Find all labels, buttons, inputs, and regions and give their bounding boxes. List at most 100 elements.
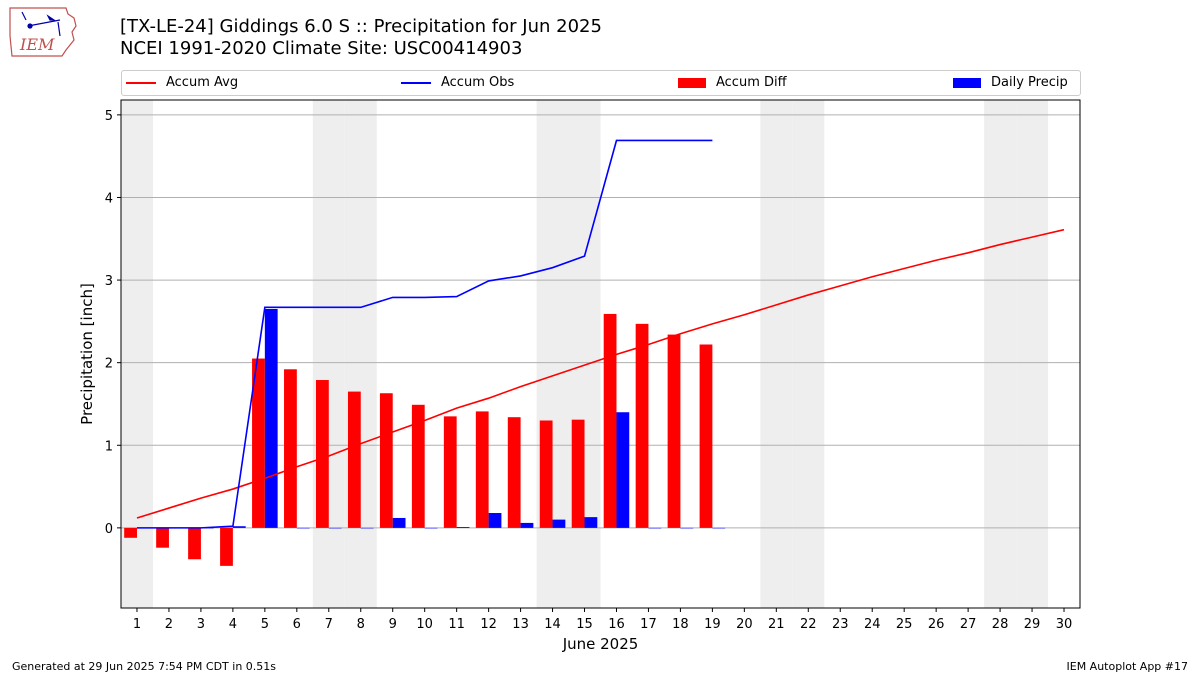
accum-diff-bar-day-8 bbox=[347, 391, 361, 528]
chart-subtitle: NCEI 1991-2020 Climate Site: USC00414903 bbox=[120, 38, 523, 59]
bars bbox=[124, 308, 726, 566]
x-axis-ticks: 1 2 3 4 5 6 7 8 9 10 11 12 13 14 15 16 17 18 19 20 21 22 23 24 2… bbox=[133, 608, 1072, 632]
daily-precip-bar-day-16 bbox=[616, 412, 630, 528]
daily-precip-bar-day-8 bbox=[360, 527, 374, 529]
x-tick-label-24: 24 bbox=[864, 617, 881, 632]
daily-precip-bar-day-15 bbox=[584, 517, 598, 528]
weekend-shade-day-21 bbox=[760, 100, 793, 608]
x-tick-label-26: 26 bbox=[928, 617, 945, 632]
accum-diff-bar-day-15 bbox=[571, 419, 585, 528]
accum-diff-bar-day-14 bbox=[539, 420, 553, 528]
accum-diff-bar-day-19 bbox=[699, 344, 713, 528]
accum-diff-bar-day-4 bbox=[220, 527, 233, 566]
x-tick-label-16: 16 bbox=[608, 617, 625, 632]
x-tick-label-22: 22 bbox=[800, 617, 817, 632]
weekend-shade-day-15 bbox=[568, 100, 601, 608]
daily-precip-bar-day-5 bbox=[264, 308, 278, 528]
daily-precip-bar-day-9 bbox=[392, 517, 406, 528]
weekend-shade-day-14 bbox=[536, 100, 569, 608]
iem-logo: IEM bbox=[9, 7, 77, 57]
daily-precip-bar-day-17 bbox=[648, 527, 662, 529]
legend-swatch-accum-avg bbox=[126, 81, 156, 84]
y-tick-label-1: 1 bbox=[105, 439, 113, 454]
legend-label-accum-obs: Accum Obs bbox=[441, 75, 515, 90]
x-tick-label-21: 21 bbox=[768, 617, 785, 632]
x-tick-label-28: 28 bbox=[992, 617, 1009, 632]
y-tick-label-5: 5 bbox=[105, 109, 113, 124]
chart-title-block: [TX-LE-24] Giddings 6.0 S :: Precipitati… bbox=[120, 16, 602, 60]
weekend-shade-day-7 bbox=[312, 100, 345, 608]
x-tick-label-25: 25 bbox=[896, 617, 913, 632]
chart-title: [TX-LE-24] Giddings 6.0 S :: Precipitati… bbox=[120, 16, 602, 37]
accum-diff-bar-day-6 bbox=[284, 369, 297, 528]
weekend-shade-day-29 bbox=[1016, 100, 1049, 608]
daily-precip-bar-day-12 bbox=[488, 513, 502, 528]
daily-precip-bar-day-4 bbox=[232, 526, 246, 528]
x-tick-label-14: 14 bbox=[544, 617, 561, 632]
plot-frame-border bbox=[120, 99, 1081, 609]
daily-precip-bar-day-19 bbox=[712, 527, 726, 529]
legend-item-accum-diff: Accum Diff bbox=[678, 74, 787, 91]
x-tick-label-1: 1 bbox=[133, 617, 141, 632]
accum-diff-bar-day-1 bbox=[124, 527, 137, 538]
legend-swatch-accum-obs bbox=[401, 81, 431, 84]
legend-item-daily-precip: Daily Precip bbox=[953, 74, 1068, 91]
x-tick-label-20: 20 bbox=[736, 617, 753, 632]
y-tick-label-4: 4 bbox=[105, 191, 113, 206]
accum-avg-line bbox=[136, 228, 1065, 519]
legend-item-accum-avg: Accum Avg bbox=[126, 74, 238, 91]
footer-generated: Generated at 29 Jun 2025 7:54 PM CDT in … bbox=[12, 660, 277, 673]
legend-item-accum-obs: Accum Obs bbox=[401, 74, 514, 91]
weekend-shading bbox=[121, 100, 1049, 608]
x-tick-label-7: 7 bbox=[325, 617, 333, 632]
x-tick-label-2: 2 bbox=[165, 617, 173, 632]
y-axis-label: Precipitation [inch] bbox=[78, 283, 96, 425]
x-tick-label-3: 3 bbox=[197, 617, 205, 632]
x-tick-label-30: 30 bbox=[1056, 617, 1073, 632]
accum-diff-bar-day-10 bbox=[411, 404, 425, 528]
y-tick-label-0: 0 bbox=[105, 522, 113, 537]
legend-label-accum-avg: Accum Avg bbox=[166, 75, 239, 90]
accum-diff-bar-day-2 bbox=[156, 527, 169, 548]
x-tick-label-8: 8 bbox=[357, 617, 365, 632]
weekend-shade-day-22 bbox=[792, 100, 825, 608]
legend-swatch-accum-diff bbox=[678, 77, 706, 88]
x-tick-label-23: 23 bbox=[832, 617, 849, 632]
y-axis-ticks: 0 1 2 3 4 5 bbox=[105, 109, 121, 537]
daily-precip-bar-day-18 bbox=[680, 527, 694, 529]
x-tick-label-29: 29 bbox=[1024, 617, 1041, 632]
accum-diff-bar-day-11 bbox=[443, 416, 457, 528]
x-tick-label-15: 15 bbox=[576, 617, 593, 632]
daily-precip-bar-day-10 bbox=[424, 527, 438, 529]
accum-diff-bar-day-16 bbox=[603, 313, 617, 528]
accum-diff-bar-day-18 bbox=[667, 334, 681, 528]
x-tick-label-19: 19 bbox=[704, 617, 721, 632]
x-tick-label-17: 17 bbox=[640, 617, 657, 632]
x-tick-label-9: 9 bbox=[389, 617, 397, 632]
legend-swatch-daily-precip bbox=[953, 77, 981, 88]
legend-label-daily-precip: Daily Precip bbox=[991, 75, 1068, 90]
weekend-shade-day-28 bbox=[984, 100, 1017, 608]
x-tick-label-12: 12 bbox=[480, 617, 497, 632]
accum-obs-line bbox=[136, 139, 713, 529]
x-tick-label-5: 5 bbox=[261, 617, 269, 632]
x-tick-label-11: 11 bbox=[448, 617, 465, 632]
daily-precip-bar-day-14 bbox=[552, 519, 566, 528]
y-tick-label-2: 2 bbox=[105, 357, 113, 372]
plot-frame bbox=[120, 99, 1081, 609]
x-tick-label-6: 6 bbox=[293, 617, 301, 632]
weekend-shade-day-8 bbox=[344, 100, 377, 608]
iem-logo-text: IEM bbox=[19, 35, 55, 54]
weekend-shade-day-1 bbox=[121, 100, 153, 608]
daily-precip-bar-day-6 bbox=[296, 527, 310, 529]
footer-app: IEM Autoplot App #17 bbox=[1066, 660, 1189, 673]
legend-label-accum-diff: Accum Diff bbox=[716, 75, 787, 90]
y-gridlines bbox=[121, 114, 1080, 529]
lines bbox=[136, 139, 1065, 529]
x-tick-label-27: 27 bbox=[960, 617, 977, 632]
daily-precip-bar-day-11 bbox=[456, 527, 470, 528]
x-tick-label-13: 13 bbox=[512, 617, 529, 632]
x-axis-label: June 2025 bbox=[562, 635, 639, 653]
daily-precip-bar-day-7 bbox=[328, 527, 342, 529]
